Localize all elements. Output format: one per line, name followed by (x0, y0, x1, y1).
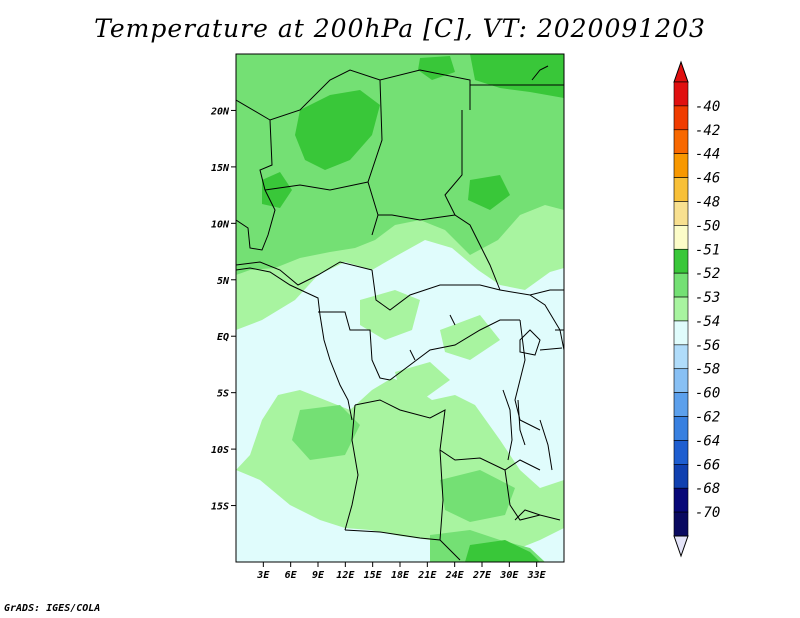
colorbar: -40 -42 -44 -46 -48 -50 -51 -52 -53 -54 -56 -58 -60 -… (673, 60, 720, 558)
colorbar-swatch (673, 344, 689, 370)
lat-tick-label: 15N (211, 163, 230, 174)
field-band-51-south (465, 540, 540, 562)
field-band-51-core (468, 175, 510, 210)
lon-tick-label: 6E (285, 570, 298, 581)
lat-tick-label: 20N (210, 106, 230, 117)
colorbar-label: -40 (695, 99, 720, 115)
country-borders (236, 69, 564, 561)
colorbar-label: -68 (695, 481, 720, 497)
colorbar-label: -48 (695, 194, 720, 210)
colorbar-swatch (673, 201, 689, 226)
lat-tick-label: 5S (217, 389, 229, 400)
longitude-axis: 3E 6E 9E 12E 15E 18E 21E 24E 27E 30E 33E (256, 562, 547, 581)
colorbar-top-arrow (673, 60, 689, 83)
colorbar-label: -46 (695, 171, 720, 187)
lat-tick-label: 10S (211, 445, 229, 456)
field-band-53-patch (360, 290, 420, 340)
colorbar-swatch (673, 392, 689, 417)
field-band-54-south (236, 470, 564, 562)
colorbar-label: -52 (695, 266, 720, 282)
lon-tick-label: 9E (312, 570, 325, 581)
colorbar-label: -62 (695, 410, 720, 426)
lon-tick-label: 21E (417, 570, 437, 581)
colorbar-label: -64 (695, 433, 720, 449)
colorbar-swatch (673, 440, 689, 465)
lon-tick-label: 12E (336, 570, 355, 581)
colorbar-swatch (673, 416, 689, 441)
colorbar-label: -42 (695, 123, 720, 139)
colorbar-label: -56 (695, 338, 720, 354)
colorbar-swatch (673, 320, 689, 346)
colorbar-swatch (673, 177, 689, 202)
field-band-53-patch (395, 362, 450, 398)
colorbar-swatch (673, 248, 689, 274)
map-title: Temperature at 200hPa [C], VT: 202009120… (94, 14, 706, 43)
lat-tick-label: 15S (211, 502, 229, 513)
colorbar-label: -54 (695, 314, 720, 330)
lon-tick-label: 33E (527, 570, 547, 581)
colorbar-swatch (673, 487, 689, 513)
colorbar-swatch (673, 81, 689, 107)
field-band-51-core (470, 54, 564, 98)
colorbar-label: -44 (695, 147, 720, 163)
colorbar-swatch (673, 272, 689, 298)
field-band-52-south (292, 405, 360, 460)
map-panel (236, 54, 564, 562)
lat-tick-label: 10N (211, 219, 230, 230)
field-band-51-core (295, 90, 380, 170)
colorbar-swatch (673, 153, 689, 178)
colorbar-swatch (673, 296, 689, 322)
colorbar-label: -53 (695, 290, 720, 306)
colorbar-swatch (673, 105, 689, 131)
colorbar-label: -60 (695, 386, 720, 402)
lat-tick-label: 5N (217, 276, 230, 287)
lat-tick-label: EQ (217, 332, 229, 343)
colorbar-label: -70 (695, 505, 720, 521)
lon-tick-label: 30E (499, 570, 519, 581)
footer-credit: GrADS: IGES/COLA (4, 603, 101, 614)
lon-tick-label: 18E (391, 570, 410, 581)
lon-tick-label: 15E (364, 570, 383, 581)
colorbar-swatch (673, 464, 689, 489)
colorbar-label: -50 (695, 218, 720, 234)
coastlines (236, 65, 553, 521)
colorbar-label: -58 (695, 362, 720, 378)
colorbar-bottom-arrow (673, 535, 689, 558)
latitude-axis: 20N 15N 10N 5N EQ 5S 10S 15S (210, 106, 236, 513)
colorbar-swatch (673, 129, 689, 154)
field-band-52-south (440, 470, 515, 522)
colorbar-label: -51 (695, 242, 720, 258)
colorbar-swatch (673, 511, 689, 537)
colorbar-swatch (673, 225, 689, 250)
lon-tick-label: 24E (445, 570, 465, 581)
colorbar-swatch (673, 368, 689, 393)
colorbar-label: -66 (695, 457, 720, 473)
field-band-53-patch (440, 315, 500, 360)
lon-tick-label: 27E (472, 570, 492, 581)
lon-tick-label: 3E (256, 570, 270, 581)
field-band-51-core (418, 56, 455, 80)
